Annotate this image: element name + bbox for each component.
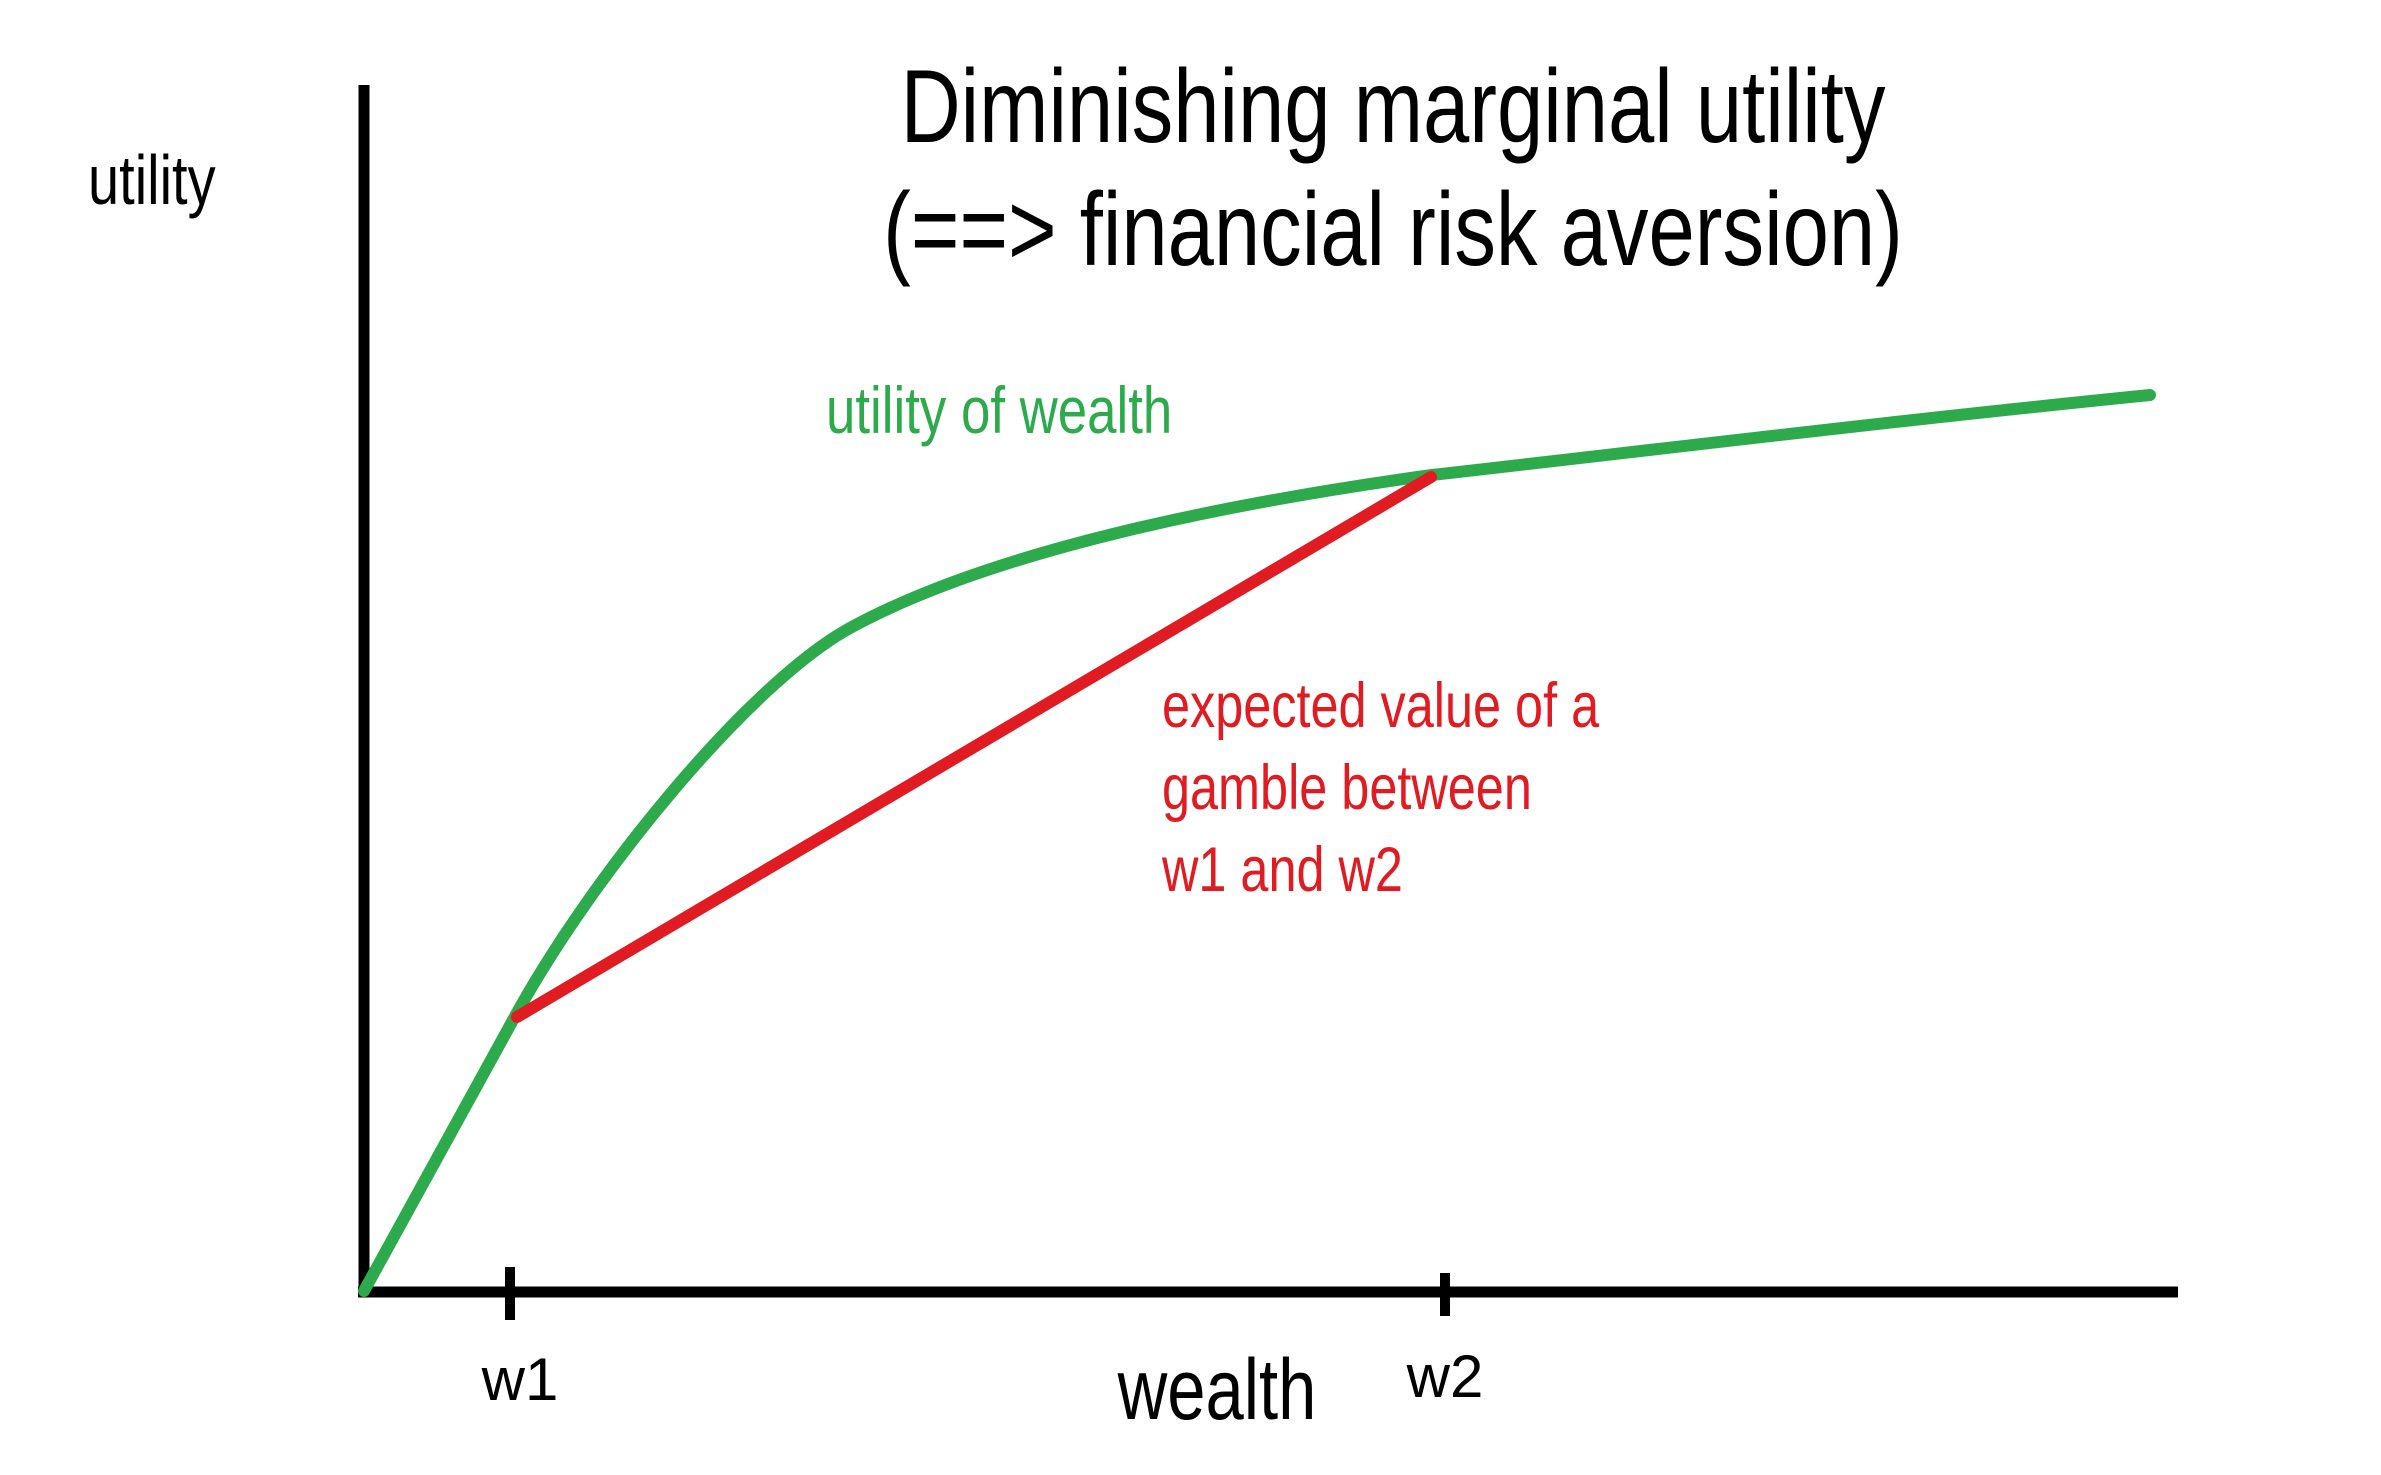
expected-value-label: expected value of a gamble between w1 an… xyxy=(1162,666,1599,912)
chart-title-line-1: Diminishing marginal utility xyxy=(900,49,1886,165)
chart-title: Diminishing marginal utility (==> financ… xyxy=(753,46,2033,291)
w2-tick-label: w2 xyxy=(1406,1343,1484,1410)
utility-of-wealth-curve xyxy=(358,389,2156,1297)
y-axis-label: utility xyxy=(88,141,216,219)
expected-value-chord xyxy=(511,471,1437,1023)
expected-value-label-line-3: w1 and w2 xyxy=(1162,834,1403,905)
expected-value-label-line-2: gamble between xyxy=(1162,752,1532,823)
expected-value-label-line-1: expected value of a xyxy=(1162,671,1600,741)
utility-curve-label: utility of wealth xyxy=(826,373,1173,447)
chart-title-line-2: (==> financial risk aversion) xyxy=(883,171,1903,288)
w1-tick-label: w1 xyxy=(481,1346,559,1413)
x-axis-label: wealth xyxy=(1117,1342,1317,1438)
